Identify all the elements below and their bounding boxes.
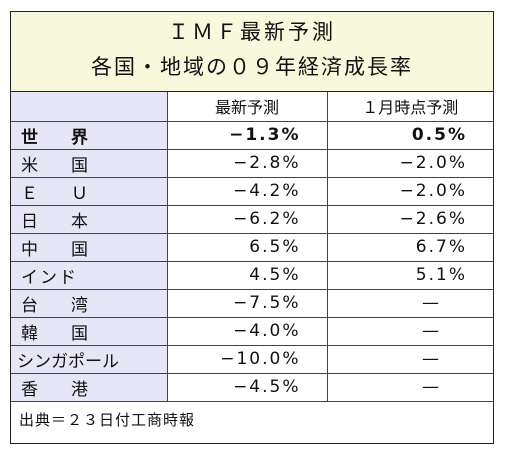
latest-forecast: −7.5% — [167, 289, 328, 318]
table-row: 香 港 −4.5% — — [11, 373, 493, 402]
table-header-row: 最新予測 １月時点予測 — [11, 92, 493, 122]
latest-forecast: −2.8% — [167, 149, 328, 178]
region-name: シンガポール — [11, 345, 168, 374]
january-forecast: — — [327, 373, 493, 402]
column-header-january: １月時点予測 — [327, 92, 493, 122]
january-forecast: — — [327, 345, 493, 374]
latest-forecast: −4.0% — [167, 317, 328, 346]
january-forecast: — — [327, 289, 493, 318]
region-name: 台 湾 — [11, 289, 168, 318]
latest-forecast: 4.5% — [167, 261, 328, 290]
region-name: 米 国 — [11, 149, 168, 178]
table-row: Ｅ Ｕ −4.2% −2.0% — [11, 177, 493, 206]
page-title: ＩＭＦ最新予測 — [168, 20, 336, 44]
region-name: インド — [11, 261, 168, 290]
table-row: 世 界 −1.3% 0.5% — [11, 121, 493, 150]
forecast-table-panel: ＩＭＦ最新予測 各国・地域の０９年経済成長率 最新予測 １月時点予測 世 界 −… — [10, 11, 494, 444]
table-row: 台 湾 −7.5% — — [11, 289, 493, 318]
january-forecast: — — [327, 317, 493, 346]
table-row: 日 本 −6.2% −2.6% — [11, 205, 493, 234]
january-forecast: −2.6% — [327, 205, 493, 234]
column-header-region — [11, 92, 168, 122]
january-forecast: 5.1% — [327, 261, 493, 290]
latest-forecast: −6.2% — [167, 205, 328, 234]
column-header-latest: 最新予測 — [167, 92, 328, 122]
latest-forecast: −1.3% — [167, 121, 328, 150]
page-subtitle: 各国・地域の０９年経済成長率 — [91, 55, 413, 79]
region-name: 韓 国 — [11, 317, 168, 346]
latest-forecast: 6.5% — [167, 233, 328, 262]
region-name: 世 界 — [11, 121, 168, 150]
january-forecast: 6.7% — [327, 233, 493, 262]
region-name: Ｅ Ｕ — [11, 177, 168, 206]
latest-forecast: −4.5% — [167, 373, 328, 402]
table-row: 韓 国 −4.0% — — [11, 317, 493, 346]
january-forecast: −2.0% — [327, 177, 493, 206]
latest-forecast: −4.2% — [167, 177, 328, 206]
january-forecast: 0.5% — [327, 121, 493, 150]
table-row: 中 国 6.5% 6.7% — [11, 233, 493, 262]
table-row: 米 国 −2.8% −2.0% — [11, 149, 493, 178]
region-name: 香 港 — [11, 373, 168, 402]
region-name: 日 本 — [11, 205, 168, 234]
table-row: インド 4.5% 5.1% — [11, 261, 493, 290]
latest-forecast: −10.0% — [167, 345, 328, 374]
january-forecast: −2.0% — [327, 149, 493, 178]
table-row: シンガポール −10.0% — — [11, 345, 493, 374]
source-note: 出典＝２３日付工商時報 — [19, 410, 196, 429]
region-name: 中 国 — [11, 233, 168, 262]
growth-rate-table: 最新予測 １月時点予測 世 界 −1.3% 0.5% 米 国 −2.8% −2.… — [11, 92, 493, 402]
title-block: ＩＭＦ最新予測 各国・地域の０９年経済成長率 — [11, 12, 493, 92]
